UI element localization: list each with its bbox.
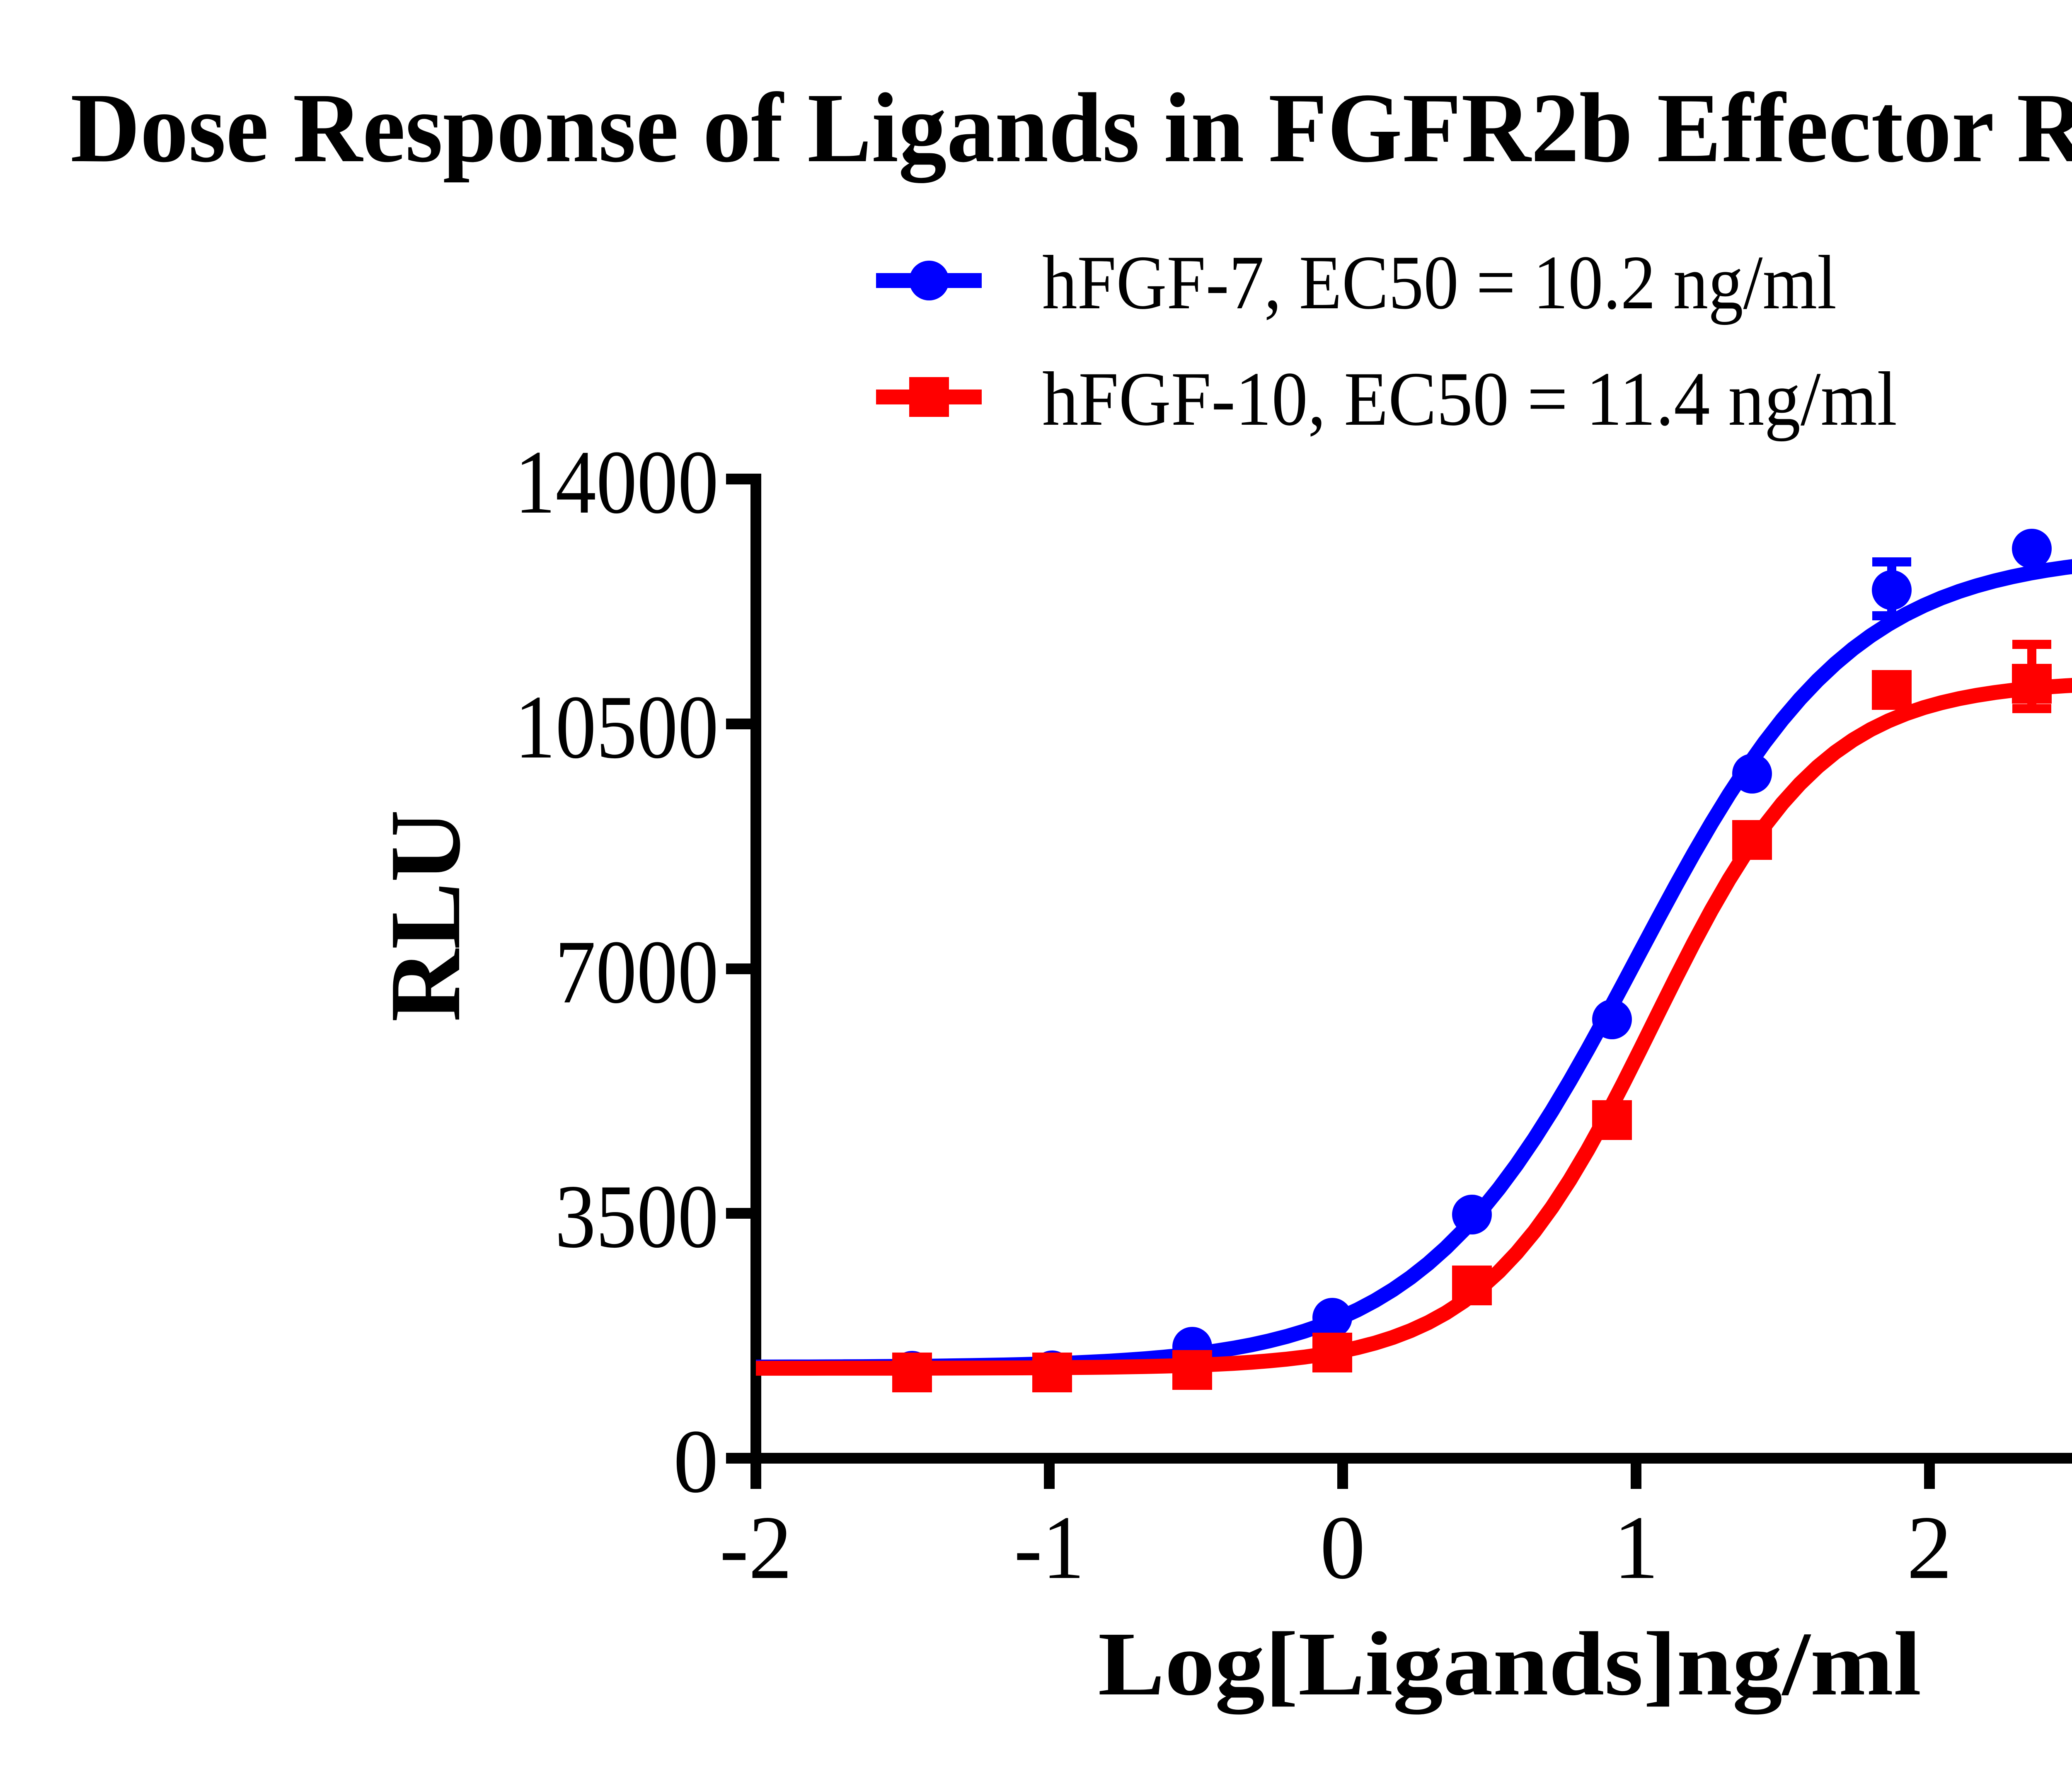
svg-text:-2: -2 xyxy=(720,1498,792,1598)
svg-text:10500: 10500 xyxy=(515,677,719,777)
svg-text:1: 1 xyxy=(1613,1498,1659,1598)
svg-text:Log[Ligands]ng/ml: Log[Ligands]ng/ml xyxy=(1098,1613,1922,1715)
svg-text:0: 0 xyxy=(1320,1498,1365,1598)
svg-text:-1: -1 xyxy=(1014,1498,1084,1598)
svg-text:7000: 7000 xyxy=(555,922,719,1022)
svg-text:3500: 3500 xyxy=(555,1166,719,1267)
svg-text:hFGF-10, EC50 = 11.4 ng/ml: hFGF-10, EC50 = 11.4 ng/ml xyxy=(1042,356,1897,442)
svg-text:0: 0 xyxy=(673,1411,719,1512)
svg-text:14000: 14000 xyxy=(515,432,719,532)
svg-text:RLU: RLU xyxy=(369,810,481,1022)
svg-text:hFGF-7, EC50 = 10.2 ng/ml: hFGF-7, EC50 = 10.2 ng/ml xyxy=(1042,240,1837,325)
svg-text:Dose Response of Ligands in FG: Dose Response of Ligands in FGFR2b Effec… xyxy=(70,73,2072,183)
svg-text:2: 2 xyxy=(1907,1498,1952,1598)
